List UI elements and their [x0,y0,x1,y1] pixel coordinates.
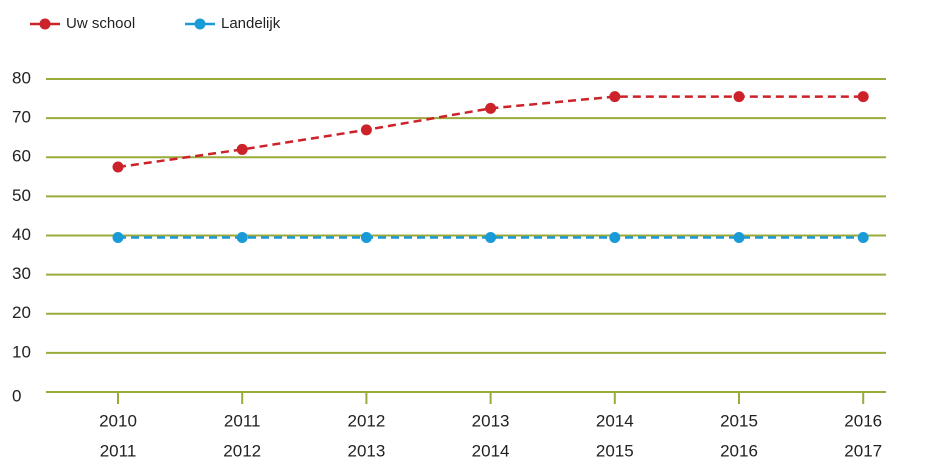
data-point [609,231,621,243]
x-tick-label: 2015 [720,411,758,430]
x-tick-label: 2011 [224,411,261,430]
x-tick-label: 2016 [844,411,882,430]
y-tick-label: 30 [12,264,31,283]
data-point [857,231,869,243]
y-tick-label: 40 [12,225,31,244]
y-tick-label: 10 [12,342,31,361]
data-point [360,124,372,136]
x-tick-label: 2012 [347,411,385,430]
y-tick-label: 60 [12,147,31,166]
x-tick-label: 2010 [99,411,137,430]
data-point [857,91,869,103]
data-point [360,231,372,243]
data-point [609,91,621,103]
y-tick-label: 70 [12,108,31,127]
legend-marker [194,18,206,30]
data-point [236,231,248,243]
x-tick-label: 2017 [844,441,882,460]
y-tick-label: 20 [12,303,31,322]
legend-label: Uw school [66,15,135,32]
x-tick-label: 2012 [223,441,261,460]
data-point [733,91,745,103]
x-tick-label: 2014 [596,411,634,430]
data-point [112,231,124,243]
y-tick-label: 80 [12,68,31,87]
y-tick-label: 50 [12,186,31,205]
data-point [112,161,124,173]
data-point [236,143,248,155]
legend-marker [39,18,51,30]
data-point [485,102,497,114]
x-tick-label: 2011 [100,441,137,460]
y-tick-label: 0 [12,386,21,405]
data-point [733,231,745,243]
x-tick-label: 2013 [347,441,385,460]
x-tick-label: 2015 [596,441,634,460]
x-tick-label: 2013 [472,411,510,430]
legend-label: Landelijk [221,15,281,32]
x-tick-label: 2014 [472,441,510,460]
data-point [485,231,497,243]
x-tick-label: 2016 [720,441,758,460]
